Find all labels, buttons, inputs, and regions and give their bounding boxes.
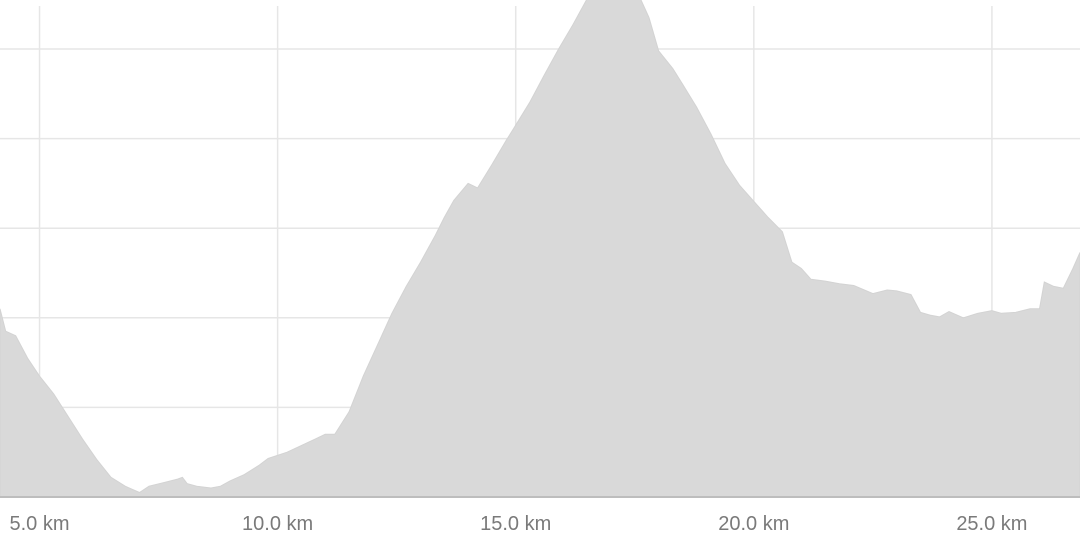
x-tick-label-5: 25.0 km	[956, 513, 1027, 535]
elevation-area	[0, 0, 1080, 498]
x-tick-label-3: 15.0 km	[480, 513, 551, 535]
x-tick-label-4: 20.0 km	[718, 513, 789, 535]
x-tick-label-1: 5.0 km	[10, 513, 70, 535]
tick-label-layer: 5.0 km 10.0 km 15.0 km 20.0 km 25.0 km	[10, 513, 1028, 535]
area-layer	[0, 0, 1080, 498]
x-tick-label-2: 10.0 km	[242, 513, 313, 535]
